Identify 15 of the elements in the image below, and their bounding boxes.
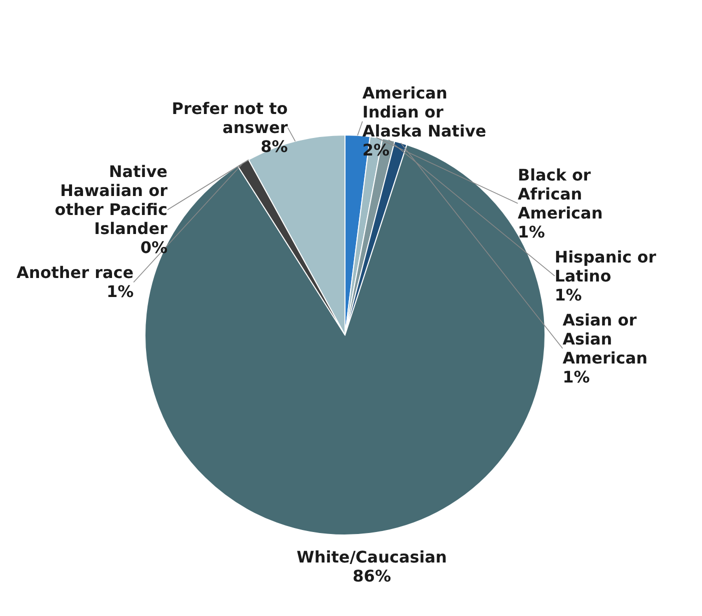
- category-label: Native Hawaiian or other Pacific Islander: [54, 162, 168, 238]
- slice-label: White/Caucasian: [296, 547, 447, 566]
- slice-label: American Indian or Alaska Native: [362, 83, 486, 140]
- data-label: 8%: [260, 137, 288, 156]
- slice-label: Black or African American: [518, 165, 603, 222]
- data-label: 1%: [106, 282, 134, 302]
- slice-label: Prefer not to answer: [172, 99, 288, 138]
- slice-label: Asian or Asian American: [562, 310, 648, 368]
- slice-label: Another race: [16, 263, 134, 282]
- data-label: 86%: [352, 566, 391, 586]
- slice-label: Hispanic or Latino: [554, 247, 656, 286]
- text: 0%: [140, 238, 168, 258]
- data-label: 1%: [554, 285, 582, 304]
- data-label: 1%: [518, 222, 545, 242]
- data-label: 1%: [562, 367, 590, 386]
